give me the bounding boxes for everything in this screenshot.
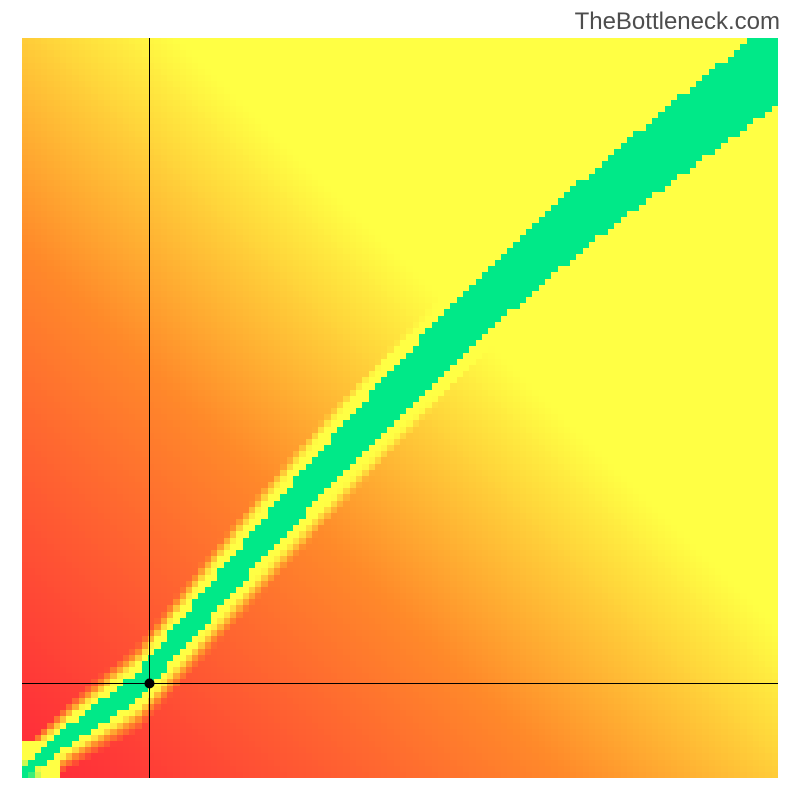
watermark-text: TheBottleneck.com [575,8,780,36]
chart-container: TheBottleneck.com [0,0,800,800]
bottleneck-heatmap [22,38,778,778]
